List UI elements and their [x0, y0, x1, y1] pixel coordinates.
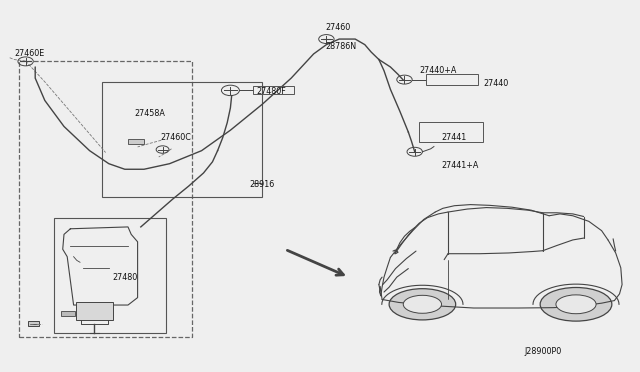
Bar	[19, 61, 192, 337]
Bar	[102, 82, 262, 197]
Text: 27460E: 27460E	[14, 49, 44, 58]
Text: 27480F: 27480F	[256, 87, 285, 96]
Bar	[54, 218, 166, 333]
Ellipse shape	[556, 295, 596, 314]
Text: 27440+A: 27440+A	[419, 66, 456, 75]
Ellipse shape	[403, 295, 442, 313]
Ellipse shape	[389, 289, 456, 320]
Text: 28786N: 28786N	[325, 42, 356, 51]
Text: J28900P0: J28900P0	[525, 347, 562, 356]
Text: 28916: 28916	[250, 180, 275, 189]
Bar	[128, 139, 144, 144]
Text: 27441: 27441	[442, 133, 467, 142]
Text: 27440: 27440	[483, 79, 508, 88]
Text: 27460C: 27460C	[160, 133, 191, 142]
Bar	[426, 74, 478, 85]
Text: 27460: 27460	[325, 23, 350, 32]
Bar	[28, 321, 39, 326]
Text: 27441+A: 27441+A	[442, 161, 479, 170]
Ellipse shape	[540, 288, 612, 321]
Text: 27480: 27480	[112, 273, 137, 282]
Bar	[419, 122, 483, 142]
Bar	[61, 311, 75, 316]
Bar	[253, 86, 294, 94]
Text: 27458A: 27458A	[134, 109, 165, 118]
Bar	[76, 302, 113, 320]
